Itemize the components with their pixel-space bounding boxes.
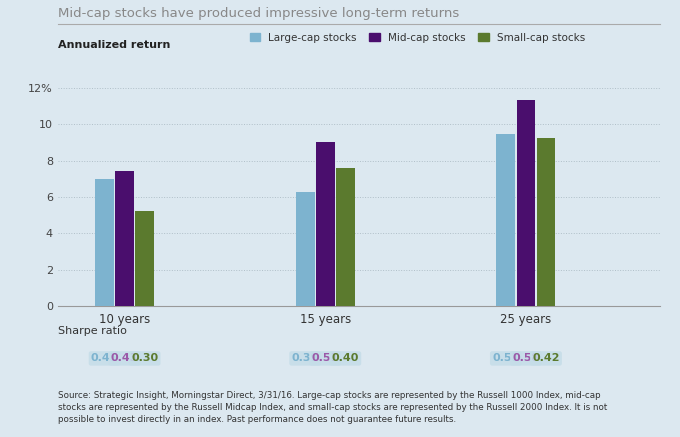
Text: 0.58: 0.58	[512, 354, 539, 364]
Bar	[116, 171, 134, 306]
Bar	[537, 138, 556, 306]
Legend: Large-cap stocks, Mid-cap stocks, Small-cap stocks: Large-cap stocks, Mid-cap stocks, Small-…	[250, 33, 585, 43]
Text: Annualized return: Annualized return	[58, 40, 170, 50]
Text: 0.43: 0.43	[111, 354, 138, 364]
Bar	[336, 168, 355, 306]
Text: 0.39: 0.39	[292, 354, 319, 364]
Text: 0.51: 0.51	[492, 354, 520, 364]
Bar	[135, 211, 154, 306]
Text: 0.40: 0.40	[332, 354, 359, 364]
Text: 0.45: 0.45	[91, 354, 118, 364]
Bar	[95, 179, 114, 306]
Bar	[296, 191, 315, 306]
Text: 0.42: 0.42	[532, 354, 560, 364]
Text: Sharpe ratio: Sharpe ratio	[58, 326, 127, 336]
Text: Source: Strategic Insight, Morningstar Direct, 3/31/16. Large-cap stocks are rep: Source: Strategic Insight, Morningstar D…	[58, 391, 607, 424]
Text: 0.30: 0.30	[131, 354, 158, 364]
Bar	[316, 142, 335, 306]
Bar	[517, 100, 535, 306]
Bar	[496, 134, 515, 306]
Text: 0.51: 0.51	[311, 354, 339, 364]
Text: Mid-cap stocks have produced impressive long-term returns: Mid-cap stocks have produced impressive …	[58, 7, 459, 20]
